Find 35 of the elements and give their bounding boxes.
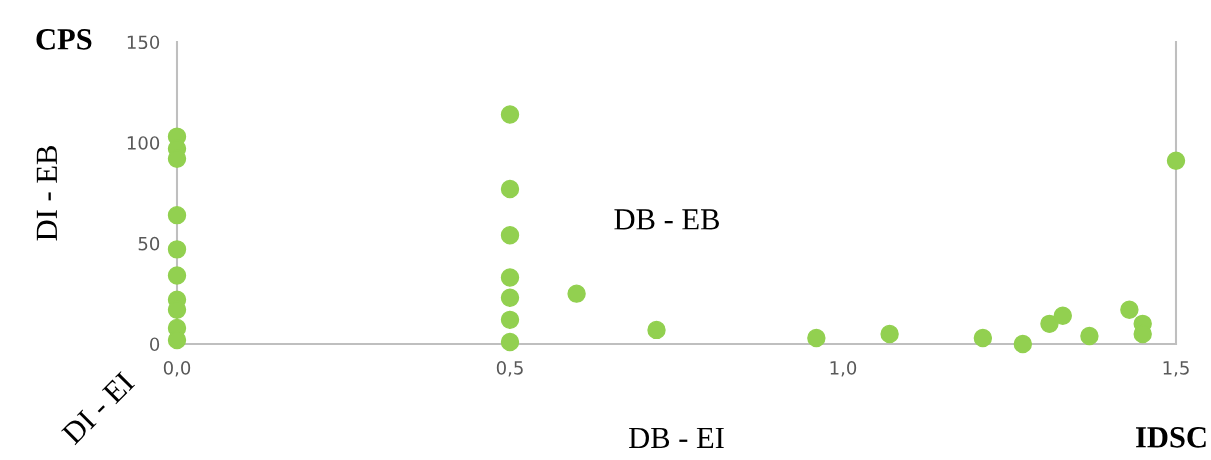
y-tick-label: 50 bbox=[138, 236, 160, 251]
point bbox=[167, 240, 187, 259]
y-tick-label: 100 bbox=[127, 136, 160, 150]
x-tick-label: 1,5 bbox=[1163, 361, 1189, 377]
point bbox=[1013, 334, 1033, 354]
point bbox=[973, 328, 993, 348]
x-tick-label: 0,0 bbox=[163, 360, 191, 377]
point bbox=[500, 105, 520, 124]
point bbox=[500, 226, 520, 245]
text: DI - EI bbox=[61, 371, 136, 446]
point bbox=[167, 205, 187, 225]
point bbox=[167, 266, 187, 285]
point bbox=[1040, 314, 1059, 334]
point bbox=[647, 320, 666, 340]
text: IDSC bbox=[1136, 427, 1206, 448]
point bbox=[500, 332, 520, 352]
x-axis-title: DB - EI bbox=[629, 427, 724, 449]
y-tick-label: 0 bbox=[150, 337, 160, 352]
point bbox=[880, 324, 899, 344]
point bbox=[1166, 151, 1186, 170]
x-tick-label: 0,5 bbox=[496, 360, 523, 377]
point bbox=[500, 268, 520, 287]
point bbox=[807, 328, 826, 348]
point bbox=[1080, 326, 1099, 346]
point bbox=[1120, 300, 1139, 319]
point bbox=[500, 179, 520, 199]
point bbox=[1053, 306, 1072, 326]
point bbox=[500, 310, 520, 330]
x-tick-label: 1,0 bbox=[830, 360, 857, 377]
annotation: DB - EB bbox=[614, 209, 719, 230]
point bbox=[500, 288, 520, 307]
y-axis-title: DI - EB bbox=[36, 146, 57, 241]
y-tick-label: 150 bbox=[127, 35, 160, 50]
text: CPS bbox=[36, 29, 92, 50]
point bbox=[567, 284, 586, 303]
